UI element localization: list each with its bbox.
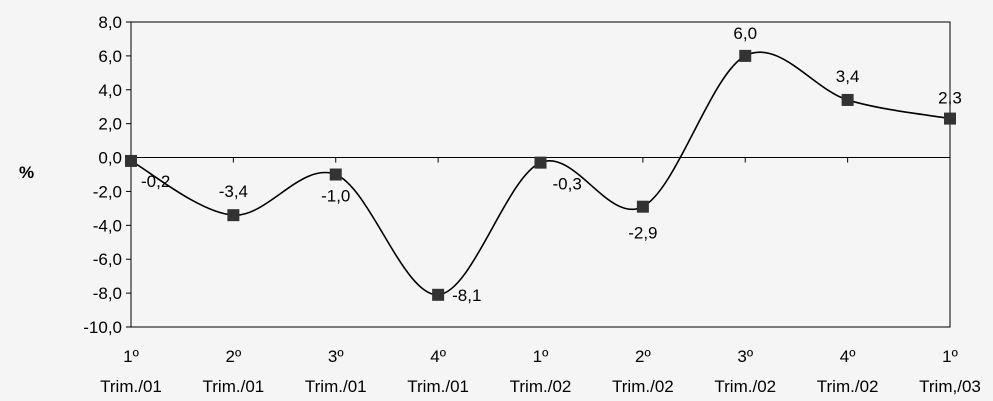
data-label: -0,3: [553, 175, 582, 194]
x-tick-label: 1º: [123, 347, 139, 366]
x-tick-label: Trim./01: [203, 377, 265, 396]
data-point-marker: [534, 156, 547, 169]
data-label: 3,4: [836, 67, 860, 86]
y-axis-label: %: [19, 163, 34, 182]
data-point-marker: [636, 200, 649, 213]
y-tick-label: 8,0: [98, 13, 122, 32]
series-line-path: [130, 51, 951, 296]
axes: 8,06,04,02,00,0-2,0-4,0-6,0-8,0-10,01ºTr…: [83, 13, 981, 396]
y-tick-label: 4,0: [98, 81, 122, 100]
data-point-marker: [125, 154, 137, 167]
data-point-marker: [432, 288, 445, 301]
series-markers: [125, 49, 956, 301]
data-label: -0,2: [141, 172, 170, 191]
x-tick-label: Trim./02: [612, 377, 674, 396]
x-tick-label: Trim./02: [510, 377, 572, 396]
y-tick-label: -6,0: [93, 250, 122, 269]
x-tick-label: 2º: [635, 347, 651, 366]
x-tick-label: 4º: [430, 347, 446, 366]
x-tick-label: 4º: [840, 347, 856, 366]
y-tick-label: -2,0: [93, 182, 122, 201]
x-tick-label: Trim./02: [714, 377, 776, 396]
x-tick-label: Trim./02: [817, 377, 879, 396]
data-point-marker: [841, 93, 854, 106]
data-label: 6,0: [733, 24, 757, 43]
y-tick-label: -10,0: [83, 318, 122, 337]
x-tick-label: 1º: [533, 347, 549, 366]
data-label: 2,3: [938, 89, 962, 108]
data-label: -8,1: [452, 286, 481, 305]
series-line: [130, 51, 951, 296]
y-tick-label: 0,0: [98, 149, 122, 168]
data-point-marker: [329, 168, 342, 181]
plot-area-border: [130, 21, 951, 328]
x-tick-label: 1º: [942, 347, 958, 366]
y-tick-label: -4,0: [93, 216, 122, 235]
data-labels: -0,2 -3,4 -1,0 -8,1 -0,3 -2,9 6,0 3,4 2,3: [141, 24, 962, 305]
x-tick-label: 3º: [737, 347, 753, 366]
x-tick-label: 2º: [226, 347, 242, 366]
y-tick-label: -8,0: [93, 284, 122, 303]
x-tick-label: 3º: [328, 347, 344, 366]
data-label: -1,0: [321, 187, 350, 206]
data-label: -3,4: [219, 182, 248, 201]
data-label: -2,9: [628, 224, 657, 243]
data-point-marker: [739, 49, 752, 62]
y-tick-label: 6,0: [98, 47, 122, 66]
data-point-marker: [227, 209, 240, 222]
x-tick-label: Trim./01: [100, 377, 162, 396]
x-tick-label: Trim,/03: [919, 377, 981, 396]
y-tick-label: 2,0: [98, 115, 122, 134]
x-tick-label: Trim./01: [305, 377, 367, 396]
data-point-marker: [944, 112, 956, 125]
x-tick-label: Trim./01: [407, 377, 469, 396]
